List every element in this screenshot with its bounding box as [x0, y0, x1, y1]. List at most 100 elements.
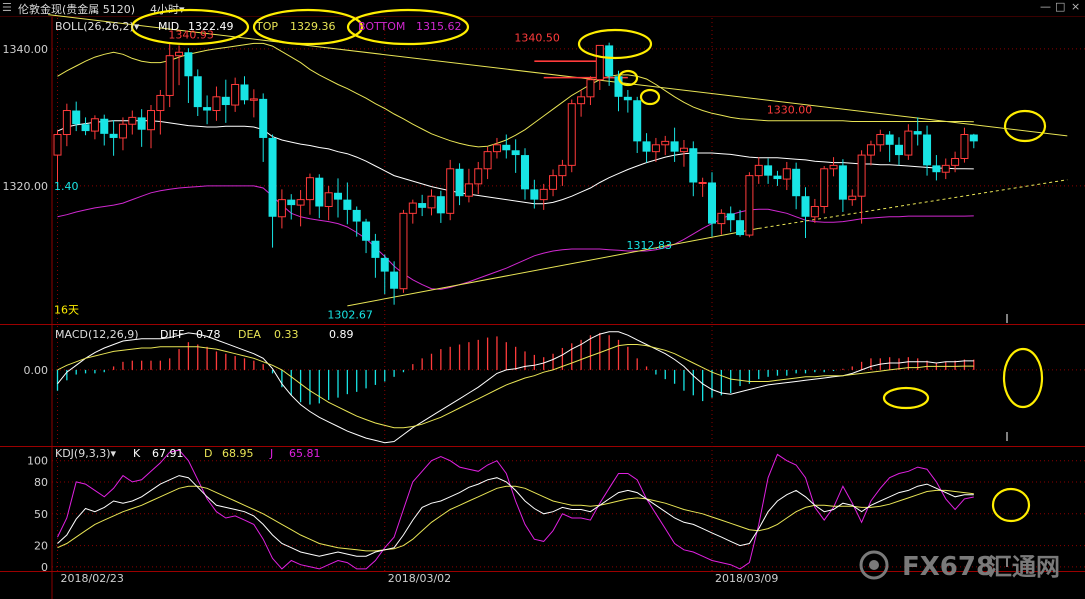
candle: [390, 271, 399, 289]
highlight-ellipse: [639, 88, 661, 106]
candle: [969, 134, 978, 142]
candle: [820, 168, 829, 207]
price-annotation: 1.40: [54, 180, 79, 193]
candle: [165, 55, 174, 96]
close-icon[interactable]: ×: [1071, 0, 1081, 13]
candle: [754, 164, 763, 177]
candle: [399, 212, 408, 290]
candle: [904, 130, 913, 156]
kdj-j-line: [57, 449, 974, 570]
boll-top-line: [57, 42, 974, 148]
kdj-k-line: [57, 475, 974, 557]
candle: [483, 151, 492, 170]
kdj-legend-label: J: [269, 447, 273, 460]
candle: [72, 110, 81, 125]
watermark-dot-icon: [869, 560, 879, 570]
candle: [62, 110, 71, 136]
highlight-ellipse: [991, 487, 1031, 523]
highlight-ellipse: [130, 8, 250, 46]
y-tick-label: 1340.00: [3, 43, 49, 56]
candle: [502, 144, 511, 151]
legend-label: BOTTOM: [358, 20, 405, 33]
candle: [848, 195, 857, 201]
candle: [446, 168, 455, 214]
candle: [951, 158, 960, 166]
candle: [605, 45, 614, 77]
minimize-icon[interactable]: —: [1040, 0, 1051, 13]
candle: [941, 164, 950, 173]
candle: [334, 192, 342, 200]
chart-labels: 1340.00 1320.00 0.00 100 80 50 20 0 2018/02/23 20…: [3, 20, 1061, 585]
legend-label: TOP: [255, 20, 278, 33]
kdj-d-line: [57, 485, 974, 552]
kdj-legend-label: K: [133, 447, 141, 460]
price-annotation: 1340.93: [168, 28, 214, 41]
candle: [614, 76, 623, 97]
macd-legend-label: DEA: [238, 328, 261, 341]
candle: [792, 168, 801, 197]
kdj-legend-value: 65.81: [289, 447, 321, 460]
kdj-y-tick-label: 0: [41, 561, 48, 574]
legend-value: 1329.36: [290, 20, 336, 33]
candle: [362, 221, 371, 241]
candle: [521, 155, 529, 190]
macd-legend-value: 0.89: [329, 328, 354, 341]
candle: [810, 205, 819, 218]
kdj-y-tick-label: 50: [34, 508, 48, 521]
macd-legend-value: 0.33: [274, 328, 299, 341]
highlight-ellipse: [882, 386, 930, 410]
grid: [0, 17, 1085, 599]
price-annotation: 1340.50: [514, 31, 560, 44]
price-annotation: 1312.83: [627, 239, 673, 252]
candle: [277, 199, 286, 218]
indicator-name: BOLL(26,26,2)▾: [55, 20, 140, 33]
candle: [539, 188, 548, 201]
candle: [137, 117, 146, 130]
highlight-ellipse: [617, 69, 639, 87]
candle: [895, 144, 903, 156]
candle: [53, 134, 62, 156]
candle: [960, 134, 969, 160]
candle: [530, 189, 539, 200]
candle: [689, 148, 698, 183]
candle: [315, 177, 324, 207]
candle: [595, 44, 604, 81]
candle: [549, 175, 558, 190]
candle: [567, 103, 576, 166]
candle: [305, 177, 314, 201]
maximize-icon[interactable]: □: [1055, 0, 1066, 13]
candle: [670, 141, 679, 152]
price-annotation: 1330.00: [767, 103, 813, 116]
menu-icon[interactable]: ☰: [2, 1, 12, 14]
candle: [464, 183, 473, 197]
candle: [698, 181, 707, 184]
candle: [577, 96, 586, 105]
candle: [268, 137, 277, 217]
kdj-legend-label: D: [204, 447, 212, 460]
x-tick-label: 2018/02/23: [61, 572, 124, 585]
macd-y-tick-label: 0.00: [24, 364, 49, 377]
kdj-y-tick-label: 80: [34, 476, 48, 489]
candle: [736, 220, 745, 236]
candle: [679, 147, 688, 153]
y-tick-label: 1320.00: [3, 180, 49, 193]
candle: [352, 209, 361, 222]
boll-mid-line: [57, 120, 974, 205]
candle: [913, 131, 922, 135]
macd-legend-value: 0.78: [196, 328, 221, 341]
legend-value: 1315.62: [416, 20, 462, 33]
price-annotation: 1302.67: [327, 309, 373, 322]
highlight-ellipse: [577, 28, 653, 60]
candle: [203, 107, 212, 111]
candle: [371, 240, 380, 258]
macd-diff-line: [57, 331, 974, 444]
candle: [81, 124, 90, 132]
candle: [866, 144, 875, 156]
candle: [109, 133, 118, 138]
x-tick-label: 2018/03/09: [715, 572, 778, 585]
boll-bottom-line: [57, 185, 974, 290]
candle: [745, 175, 754, 236]
candle: [221, 96, 230, 106]
